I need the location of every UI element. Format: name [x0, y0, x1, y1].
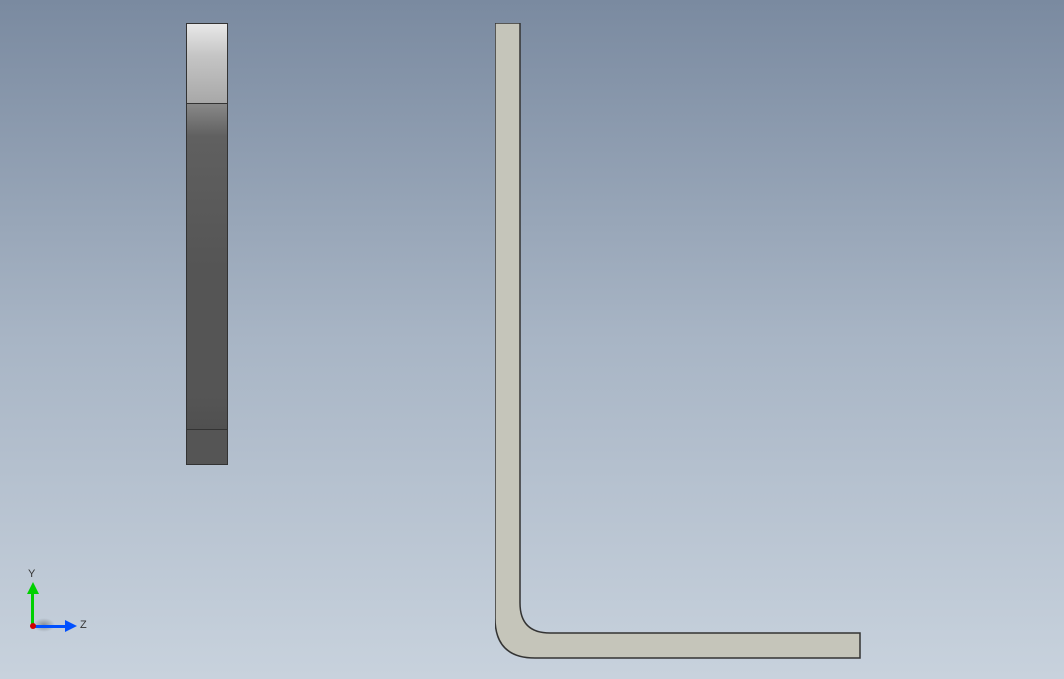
- triad-z-arrow: [65, 620, 77, 632]
- orientation-triad[interactable]: Y Z: [25, 564, 95, 634]
- part1-top-section: [186, 23, 228, 103]
- part-l-bracket[interactable]: [495, 23, 875, 663]
- l-bracket-svg: [495, 23, 875, 663]
- triad-z-label: Z: [80, 619, 87, 631]
- part1-bottom-section: [186, 430, 228, 465]
- triad-y-arrow: [27, 582, 39, 594]
- triad-y-axis: [31, 591, 34, 626]
- triad-y-label: Y: [28, 568, 35, 580]
- cad-viewport[interactable]: Y Z: [0, 0, 1064, 679]
- part1-middle-section: [186, 104, 228, 429]
- part-vertical-bar[interactable]: [186, 23, 228, 467]
- triad-z-axis: [33, 625, 68, 628]
- triad-x-origin: [30, 623, 36, 629]
- l-bracket-outline: [495, 23, 860, 658]
